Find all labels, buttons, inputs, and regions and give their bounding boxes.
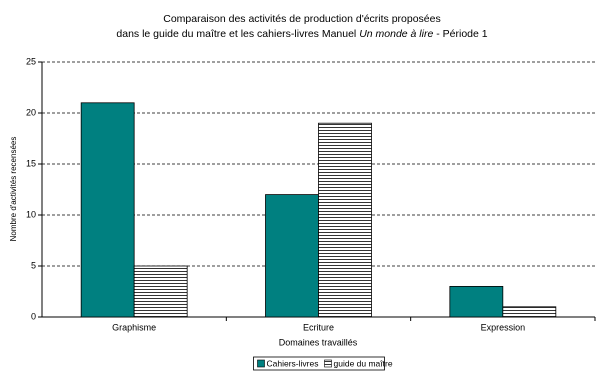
legend-label: Cahiers-livres [267, 358, 319, 368]
bar [133, 265, 188, 318]
chart-subtitle: dans le guide du maître et les cahiers-l… [116, 28, 487, 40]
y-axis-title: Nombre d'activités recensées [9, 137, 18, 242]
legend-swatch [324, 359, 332, 368]
y-tick-label: 20 [26, 107, 36, 117]
subtitle-part: - Période 1 [436, 28, 488, 40]
chart-title: Comparaison des activités de production … [163, 13, 441, 25]
x-tick-label: Graphisme [112, 322, 156, 332]
y-tick-label: 25 [26, 56, 36, 66]
x-axis-title: Domaines travaillés [279, 337, 358, 347]
y-tick-label: 5 [31, 260, 36, 270]
bar [502, 306, 557, 318]
bar [80, 102, 135, 318]
legend-label: guide du maître [334, 358, 393, 368]
x-tick-label: Expression [481, 322, 526, 332]
x-tick-label: Ecriture [303, 322, 334, 332]
legend-box [253, 356, 385, 371]
y-tick-label: 0 [31, 311, 36, 321]
subtitle-part: dans le guide du maître et les cahiers-l… [116, 28, 356, 40]
legend-swatch [257, 359, 265, 368]
subtitle-italic: Un monde à lire [359, 28, 433, 40]
bar [318, 122, 372, 318]
bar [265, 194, 319, 318]
y-tick-label: 15 [26, 158, 36, 168]
bar [449, 285, 504, 318]
y-tick-label: 10 [26, 209, 36, 219]
